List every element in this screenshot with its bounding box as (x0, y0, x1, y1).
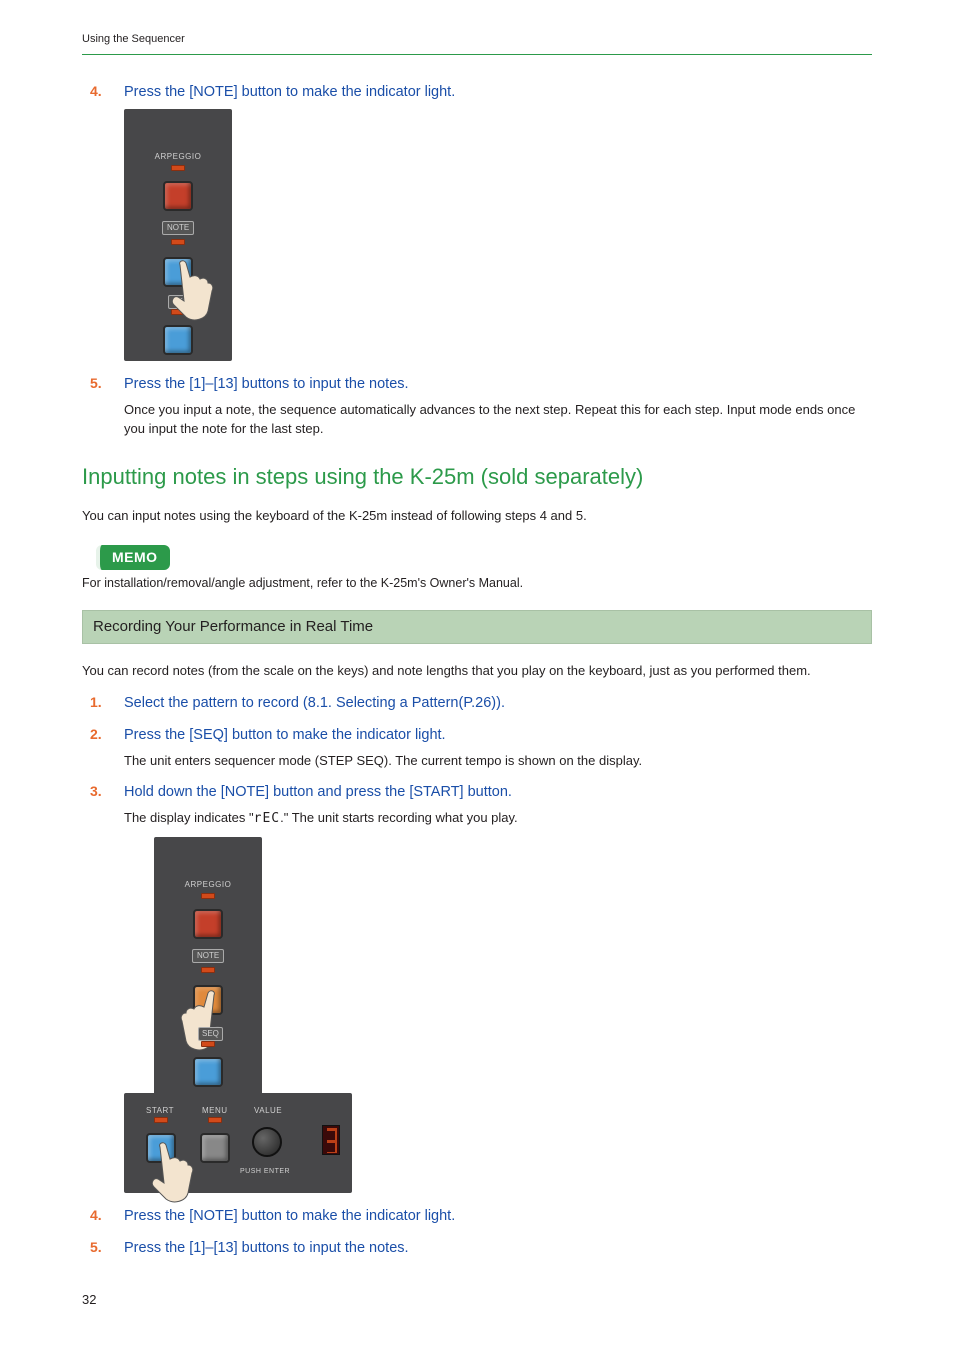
arpeggio-led-icon (201, 893, 215, 899)
step-heading-post: (P.26)). (459, 695, 505, 711)
crossref-link[interactable]: 8.1. Selecting a Pattern (308, 695, 459, 711)
menu-led-icon (208, 1117, 222, 1123)
step-heading-pre: Select the pattern to record ( (124, 695, 308, 711)
menu-button (200, 1133, 230, 1163)
note-button (193, 985, 223, 1015)
seq-button (193, 1057, 223, 1087)
step-heading: Press the [1]–[13] buttons to input the … (124, 374, 409, 395)
running-head: Using the Sequencer (82, 32, 872, 55)
arpeggio-button (163, 181, 193, 211)
step-heading: Press the [1]–[13] buttons to input the … (124, 1238, 409, 1259)
value-knob-icon (252, 1127, 282, 1157)
note-label: NOTE (192, 949, 224, 963)
step-number: 5. (82, 1237, 124, 1257)
seq-led-icon (171, 309, 185, 315)
seven-seg-text: rEC (254, 811, 280, 826)
step-heading: Press the [NOTE] button to make the indi… (124, 82, 455, 103)
subsection-heading: Recording Your Performance in Real Time (82, 610, 872, 644)
step-heading: Press the [NOTE] button to make the indi… (124, 1206, 455, 1227)
step-body: The display indicates "rEC." The unit st… (82, 809, 872, 829)
seq-led-icon (201, 1041, 215, 1047)
note-led-icon (201, 967, 215, 973)
step-heading: Select the pattern to record (8.1. Selec… (124, 693, 505, 714)
step-number: 2. (82, 724, 124, 744)
step-number: 3. (82, 781, 124, 801)
step-body: Once you input a note, the sequence auto… (82, 401, 872, 439)
start-led-icon (154, 1117, 168, 1123)
step-number: 1. (82, 692, 124, 712)
value-label: VALUE (254, 1105, 282, 1117)
arpeggio-label: ARPEGGIO (154, 879, 262, 891)
start-label: START (146, 1105, 174, 1117)
page-number: 32 (82, 1291, 96, 1310)
device-panel: ARPEGGIO NOTE SEQ (124, 109, 232, 361)
memo-badge: MEMO (96, 545, 170, 569)
arpeggio-button (193, 909, 223, 939)
seq-button (163, 325, 193, 355)
step-heading: Press the [SEQ] button to make the indic… (124, 725, 446, 746)
push-enter-label: PUSH ENTER (240, 1167, 290, 1177)
device-panel-lower: START MENU VALUE PUSH ENTER (124, 1093, 352, 1193)
seven-seg-display-icon (322, 1125, 340, 1155)
device-panel-upper: ARPEGGIO NOTE SEQ (154, 837, 262, 1095)
steps-group-a: 4. Press the [NOTE] button to make the i… (82, 81, 872, 439)
seq-label: SEQ (168, 295, 193, 309)
step-body-pre: The display indicates " (124, 810, 254, 825)
figure-panel-a: ARPEGGIO NOTE SEQ (82, 109, 872, 361)
step-body: The unit enters sequencer mode (STEP SEQ… (82, 752, 872, 771)
step-body-post: ." The unit starts recording what you pl… (280, 810, 518, 825)
menu-label: MENU (202, 1105, 228, 1117)
arpeggio-led-icon (171, 165, 185, 171)
section-intro: You can input notes using the keyboard o… (82, 507, 872, 526)
step-number: 4. (82, 81, 124, 101)
note-label: NOTE (162, 221, 194, 235)
step-number: 5. (82, 373, 124, 393)
seq-label: SEQ (198, 1027, 223, 1041)
subsection-intro: You can record notes (from the scale on … (82, 662, 872, 681)
section-heading: Inputting notes in steps using the K-25m… (82, 461, 872, 493)
figure-panel-b: ARPEGGIO NOTE SEQ START (82, 837, 872, 1193)
steps-group-b: 1. Select the pattern to record (8.1. Se… (82, 692, 872, 1259)
arpeggio-label: ARPEGGIO (124, 151, 232, 163)
step-heading: Hold down the [NOTE] button and press th… (124, 782, 512, 803)
start-button (146, 1133, 176, 1163)
memo-text: For installation/removal/angle adjustmen… (82, 574, 872, 592)
note-led-icon (171, 239, 185, 245)
step-number: 4. (82, 1205, 124, 1225)
note-button (163, 257, 193, 287)
